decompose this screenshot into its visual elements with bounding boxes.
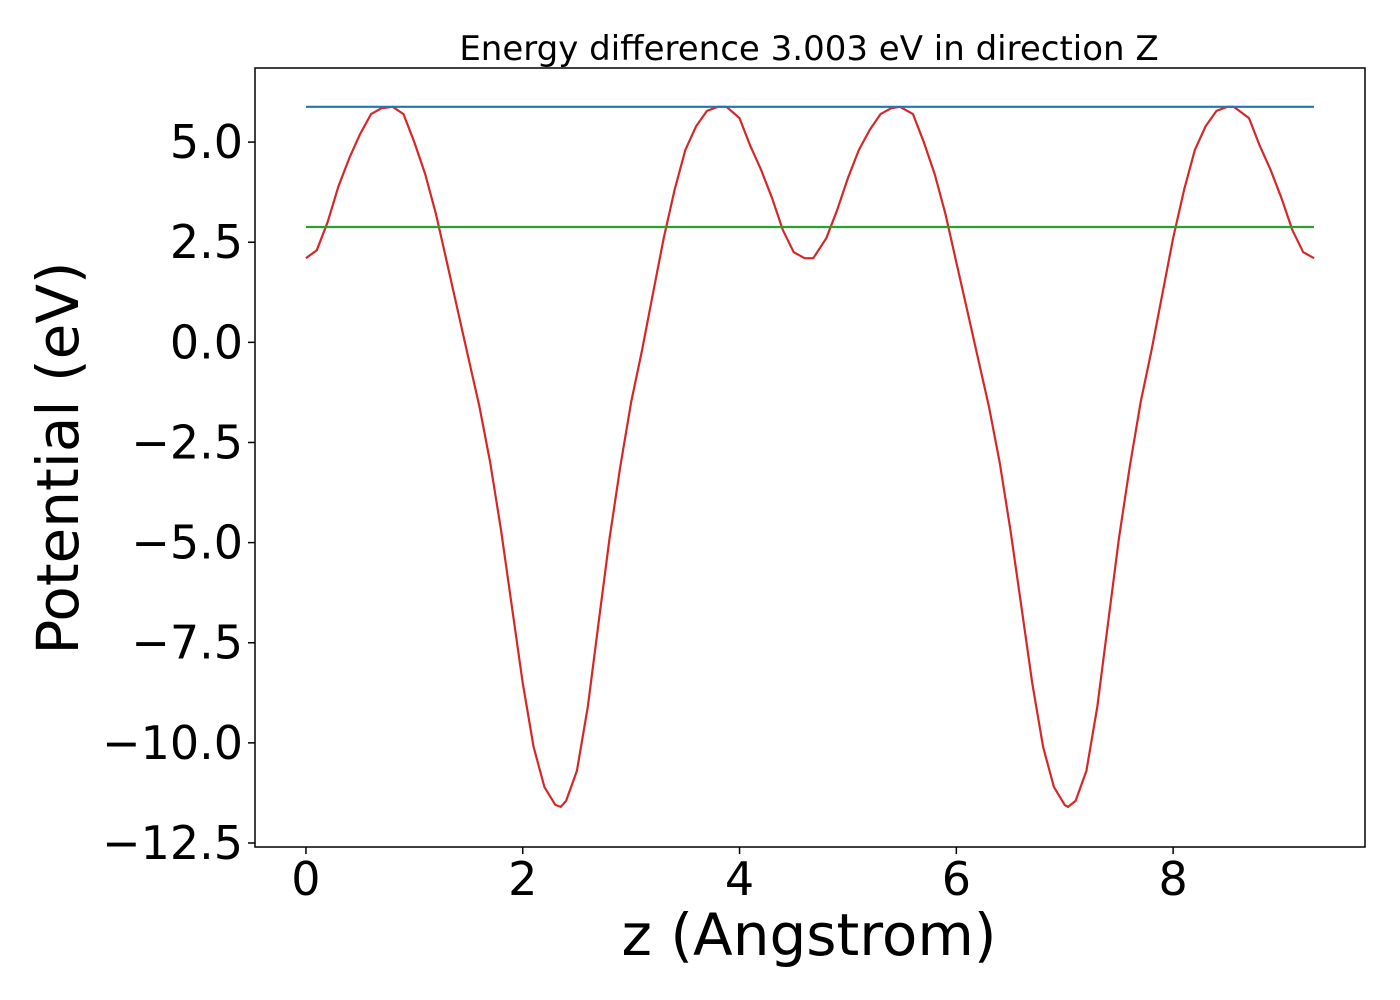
y-tick-label: 0.0	[170, 315, 243, 369]
y-tick-label: −12.5	[102, 816, 243, 870]
x-axis-label: z (Angstrom)	[622, 901, 997, 969]
axes-frame	[254, 67, 1366, 848]
x-tick-label: 4	[725, 852, 754, 906]
x-tick-label: 2	[508, 852, 537, 906]
y-tick-label: −7.5	[131, 616, 243, 670]
y-axis-label: Potential (eV)	[24, 261, 92, 654]
series-line-0	[305, 105, 1315, 808]
x-tick-label: 0	[291, 852, 320, 906]
plot-area	[305, 105, 1315, 808]
y-axis: 5.0 2.5 0.0 −2.5 −5.0 −7.5 −10.0 −12.5	[102, 115, 255, 870]
y-tick-label: −10.0	[102, 716, 243, 770]
y-tick-label: −2.5	[131, 415, 243, 469]
x-tick-label: 6	[942, 852, 971, 906]
y-tick-label: −5.0	[131, 516, 243, 570]
y-tick-label: 5.0	[170, 115, 243, 169]
x-axis: 0 2 4 6 8	[291, 847, 1188, 906]
x-tick-label: 8	[1158, 852, 1187, 906]
y-tick-label: 2.5	[170, 215, 243, 269]
chart-title: Energy difference 3.003 eV in direction …	[459, 29, 1158, 69]
